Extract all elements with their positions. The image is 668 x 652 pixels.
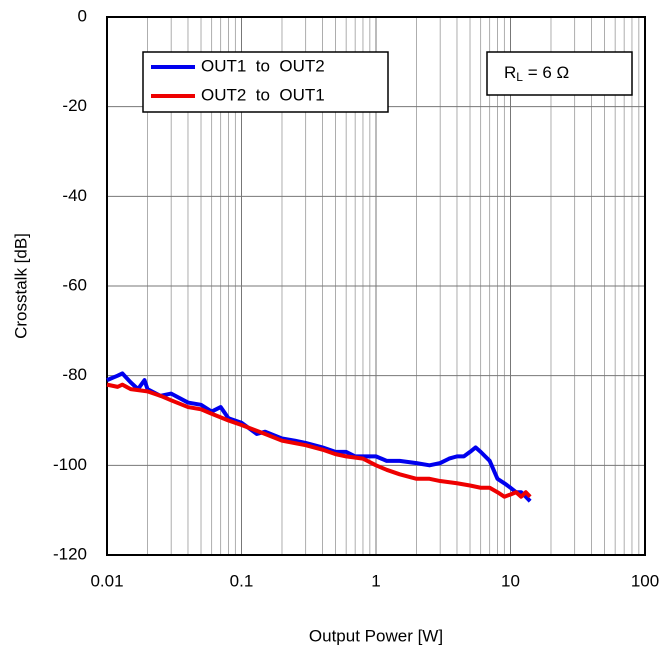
x-axis-label: Output Power [W] [309,626,443,645]
y-tick-label: -40 [62,186,87,205]
legend-label: OUT2 to OUT1 [201,85,325,104]
y-tick-label: -20 [62,96,87,115]
annotation-box [486,51,633,96]
y-tick-label: -60 [62,275,87,294]
x-tick-label: 100 [631,571,659,590]
series-line [106,382,532,499]
y-axis-label: Crosstalk [dB] [11,233,30,339]
x-tick-label: 0.1 [230,571,254,590]
annotation: RL = 6 Ω [504,63,569,84]
y-tick-label: -120 [53,544,87,563]
x-tick-label: 1 [371,571,380,590]
legend-label: OUT1 to OUT2 [201,56,325,75]
legend-box [142,51,389,113]
y-tick-label: 0 [78,6,87,25]
series-line [106,371,532,503]
x-tick-label: 10 [501,571,520,590]
plot-frame [106,16,646,556]
annotation-part: R [504,63,516,82]
x-tick-label: 0.01 [90,571,123,590]
y-tick-label: -100 [53,455,87,474]
annotation-part: L [516,70,523,84]
annotation-part: = 6 Ω [523,63,569,82]
y-tick-label: -80 [62,365,87,384]
